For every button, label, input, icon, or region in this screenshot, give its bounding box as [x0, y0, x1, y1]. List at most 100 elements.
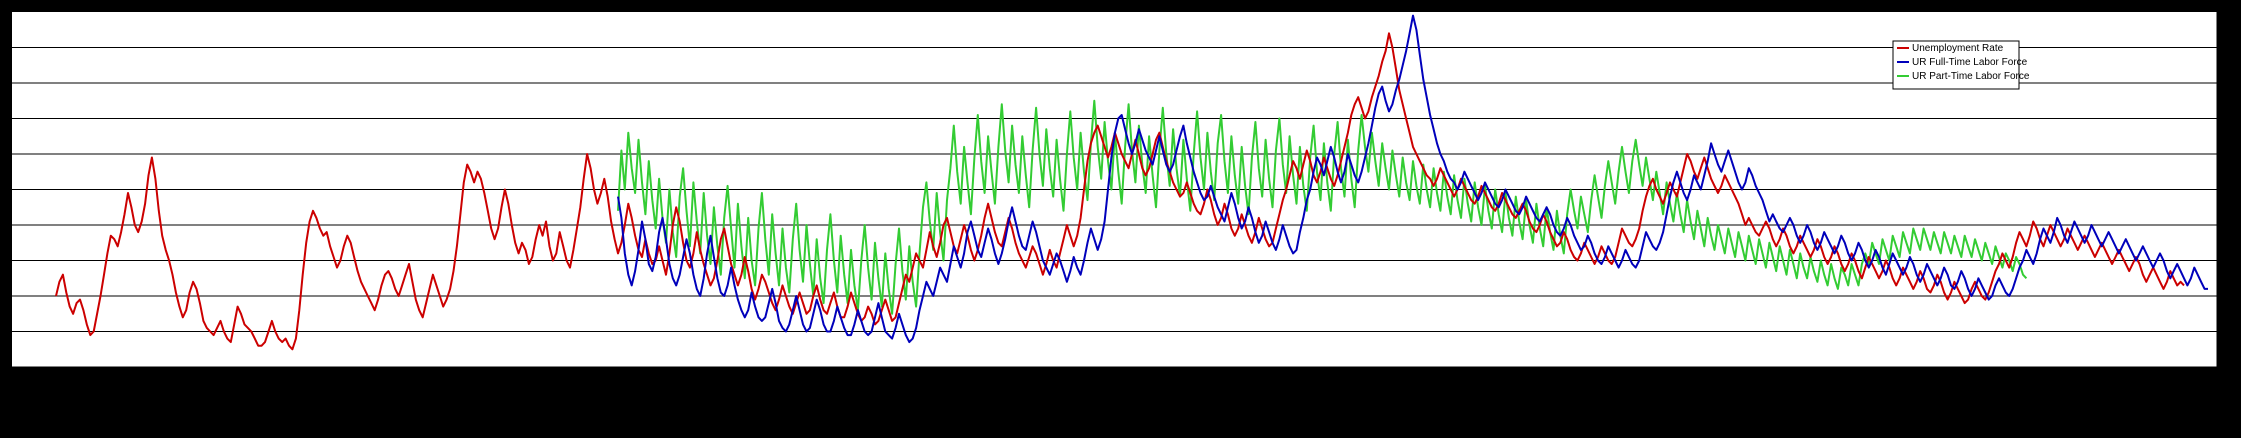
x-tick-label: [261, 370, 266, 384]
x-tick-label: [1317, 370, 1321, 386]
x-tick-label: [734, 370, 739, 386]
x-tick-label: [1018, 370, 1023, 388]
x-tick-label: [2118, 370, 2123, 382]
x-tick-label: [970, 370, 975, 382]
x-tick-label: [1354, 370, 1359, 380]
x-tick-label: [1183, 370, 1188, 380]
x-tick-label: [230, 370, 235, 388]
x-tick-label: [881, 370, 886, 388]
x-tick-label: [1999, 370, 2003, 382]
y-axis: 2 3 4 5 6 7 8 9 10 11 12: [2216, 7, 2236, 374]
x-tick-label: [1694, 370, 1698, 386]
x-tick-label: [1618, 370, 1623, 388]
x-tick-label: [1114, 370, 1119, 380]
x-tick-label: [66, 370, 71, 386]
x-tick-label: [2005, 370, 2010, 380]
x-tick-label: [964, 370, 968, 384]
x-tick-label: [672, 370, 677, 384]
x-tick-label: [1039, 370, 1044, 382]
x-tick-label: [402, 370, 406, 388]
x-tick-label: [1108, 370, 1112, 382]
x-tick-label: [175, 370, 180, 384]
x-tick-label: [665, 370, 670, 386]
x-tick-label: [2046, 370, 2051, 388]
x-tick-label: [998, 370, 1003, 384]
x-tick-label: [1961, 370, 1966, 388]
x-tick-label: [1296, 370, 1301, 382]
x-tick-label: [1766, 370, 1770, 380]
x-tick-label: [271, 370, 276, 386]
x-tick-label: [474, 370, 478, 382]
x-tick-label: [1180, 370, 1184, 386]
x-tick-label: [1118, 370, 1123, 384]
x-tick-label: [539, 370, 543, 388]
x-tick-label: [1601, 370, 1606, 388]
x-tick-label: [1426, 370, 1431, 384]
x-tick-label: [1125, 370, 1129, 382]
x-tick-label: [888, 370, 893, 386]
x-tick-label: [1728, 370, 1733, 386]
x-tick-label: [981, 370, 986, 384]
x-tick-label: [528, 370, 533, 386]
x-tick-label: [816, 370, 821, 382]
x-tick-label: [2053, 370, 2058, 386]
x-tick-label: [371, 370, 376, 382]
x-tick-label: [1293, 370, 1297, 388]
x-tick-label: [1789, 370, 1794, 388]
x-tick-label: [1156, 370, 1160, 388]
x-tick-label: [2105, 370, 2110, 386]
x-tick-label: [1227, 370, 1232, 382]
x-tick-label: [1940, 370, 1945, 384]
x-tick-label: [1879, 370, 1883, 382]
y-tick-label: 7: [2224, 185, 2230, 197]
x-tick-label: [491, 370, 496, 382]
x-tick-label: [809, 370, 814, 384]
x-tick-label: [282, 370, 286, 388]
x-tick-label: [1683, 370, 1688, 384]
x-tick-label: [385, 370, 389, 388]
x-tick-label: [80, 370, 84, 382]
x-tick-label: [1005, 370, 1010, 382]
x-tick-label: [2129, 370, 2133, 384]
x-tick-label: [2153, 370, 2157, 382]
x-tick-label: [2160, 370, 2164, 380]
x-tick-label: [367, 370, 372, 388]
x-tick-label: [189, 370, 194, 380]
x-tick-label: [696, 370, 701, 382]
x-tick-label: [1282, 370, 1287, 386]
x-tick-label: [1892, 370, 1897, 388]
x-tick-label: [220, 370, 225, 386]
x-tick-label: [494, 370, 499, 386]
x-tick-label: [1995, 370, 2000, 388]
x-tick-label: [1303, 370, 1308, 380]
x-tick-label: [1101, 370, 1105, 384]
x-tick-label: [1752, 370, 1757, 384]
x-tick-label: [1539, 370, 1544, 386]
x-tick-label: [772, 370, 776, 380]
x-tick-label: [662, 370, 667, 382]
x-tick-label: [405, 370, 410, 382]
x-tick-label: [1320, 370, 1325, 380]
x-tick-label: [1337, 370, 1342, 380]
x-tick-label: [1649, 370, 1654, 384]
x-tick-label: [1800, 370, 1805, 380]
x-tick-label: [1344, 370, 1349, 388]
x-tick-label: [642, 370, 646, 388]
x-tick-label: [796, 370, 800, 388]
x-tick-label: [1992, 370, 1996, 384]
x-tick-label: [717, 370, 722, 386]
x-tick-label: [76, 370, 81, 388]
y-tick-label: 5: [2224, 256, 2230, 268]
x-tick-label: [1690, 370, 1695, 382]
x-tick-label: [2197, 370, 2202, 384]
x-tick-label: [285, 370, 290, 382]
x-tick-label: [2108, 370, 2113, 380]
y-tick-label: 12: [2224, 7, 2236, 19]
x-tick-label: [1522, 370, 1527, 386]
x-tick-label: [1951, 370, 1955, 386]
x-tick-label: [426, 370, 430, 386]
x-tick-label: [902, 370, 907, 382]
x-tick-label: [905, 370, 910, 386]
x-tick-label: [1769, 370, 1774, 384]
x-tick-label: [1848, 370, 1853, 386]
